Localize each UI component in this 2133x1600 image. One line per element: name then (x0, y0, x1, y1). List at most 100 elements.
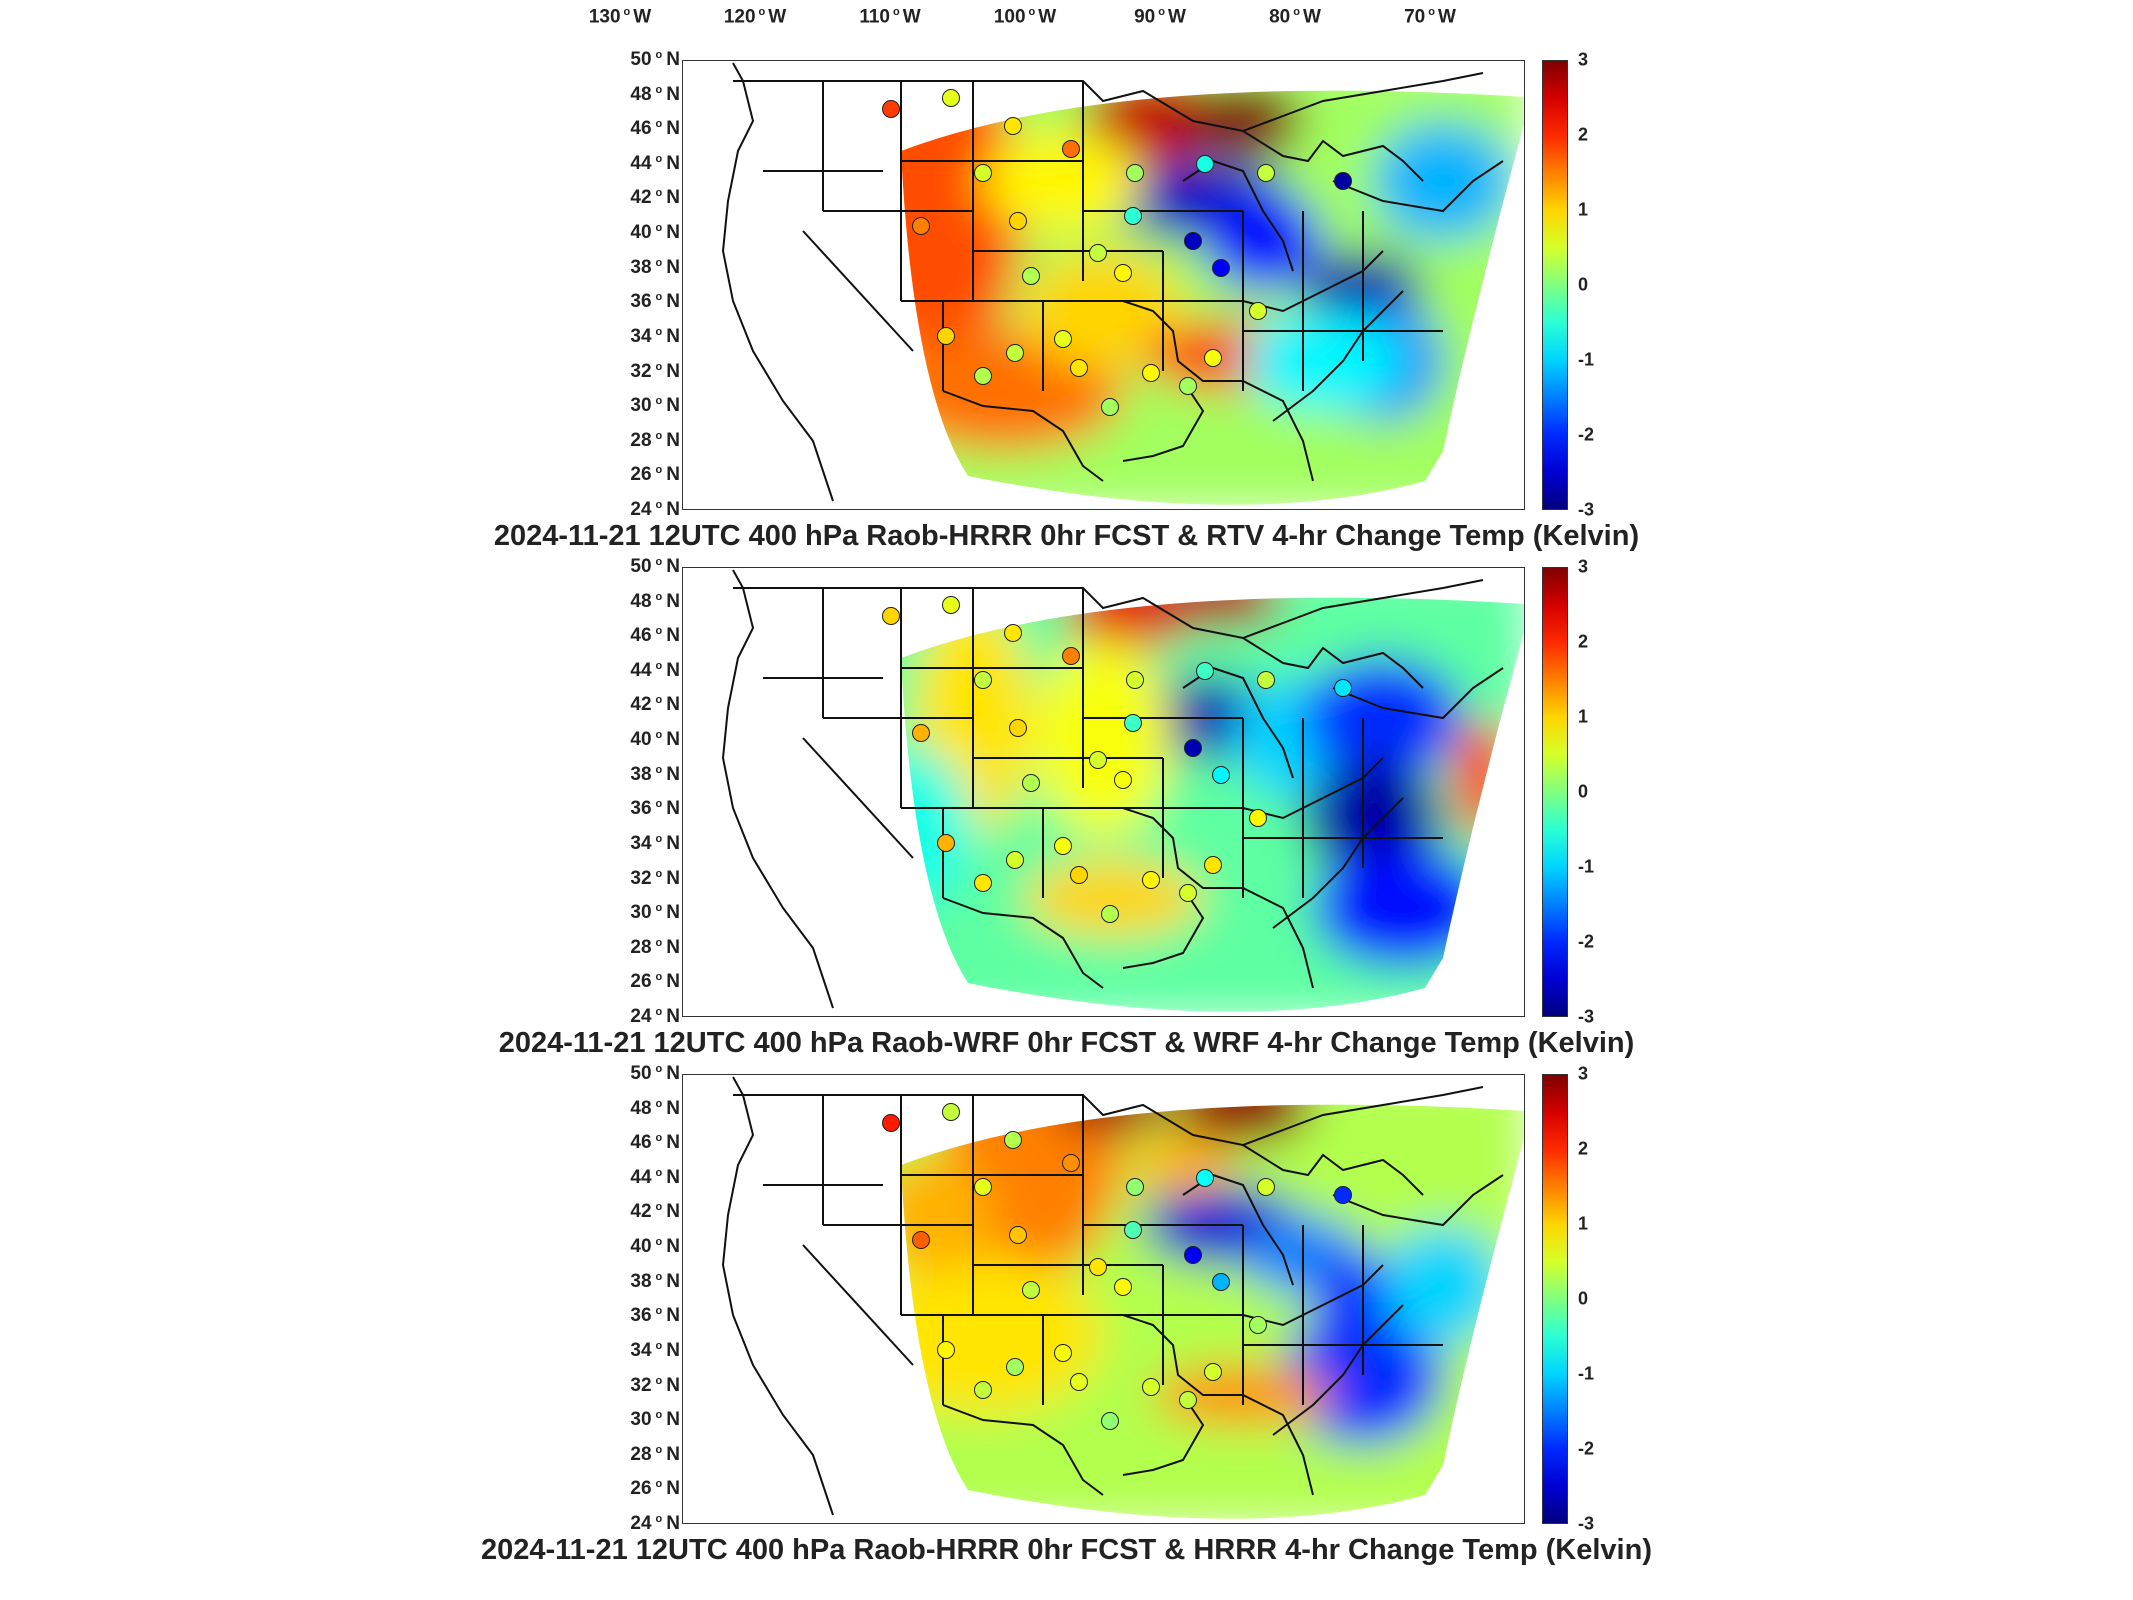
raob-station-marker[interactable] (1004, 624, 1022, 642)
raob-station-marker[interactable] (1062, 647, 1080, 665)
raob-station-marker[interactable] (1184, 232, 1202, 250)
colorbar-tick-label: -2 (1578, 931, 1595, 952)
border-line (1242, 1264, 1384, 1327)
raob-station-marker[interactable] (1212, 766, 1230, 784)
border-line (1122, 807, 1314, 989)
raob-station-marker[interactable] (1126, 164, 1144, 182)
raob-station-marker[interactable] (1101, 905, 1119, 923)
lat-tick-label: 24 o N (630, 1005, 680, 1028)
map-plot-area[interactable] (682, 1074, 1525, 1524)
raob-station-marker[interactable] (1022, 267, 1040, 285)
raob-station-marker[interactable] (1070, 1373, 1088, 1391)
raob-station-marker[interactable] (1054, 330, 1072, 348)
raob-station-marker[interactable] (1142, 871, 1160, 889)
border-line (1122, 887, 1205, 969)
raob-station-marker[interactable] (1184, 739, 1202, 757)
field-region (1203, 191, 1323, 291)
colorbar-tick-label: -1 (1578, 856, 1595, 877)
raob-station-marker[interactable] (1196, 1169, 1214, 1187)
raob-station-marker[interactable] (1334, 172, 1352, 190)
raob-station-marker[interactable] (974, 367, 992, 385)
raob-station-marker[interactable] (1022, 1281, 1040, 1299)
raob-station-marker[interactable] (1212, 1273, 1230, 1291)
raob-station-marker[interactable] (937, 1341, 955, 1359)
raob-station-marker[interactable] (1179, 884, 1197, 902)
raob-station-marker[interactable] (1006, 1358, 1024, 1376)
raob-station-marker[interactable] (1257, 671, 1275, 689)
raob-station-marker[interactable] (1089, 1258, 1107, 1276)
raob-station-marker[interactable] (1070, 866, 1088, 884)
raob-station-marker[interactable] (1249, 302, 1267, 320)
raob-station-marker[interactable] (1089, 244, 1107, 262)
border-line (1272, 1304, 1404, 1436)
lat-tick-label: 36 o N (630, 291, 680, 313)
raob-station-marker[interactable] (974, 1178, 992, 1196)
raob-station-marker[interactable] (974, 671, 992, 689)
raob-station-marker[interactable] (974, 874, 992, 892)
lat-tick-label: 24 o N (630, 498, 680, 521)
raob-station-marker[interactable] (882, 607, 900, 625)
raob-station-marker[interactable] (1196, 662, 1214, 680)
colorbar (1542, 567, 1568, 1017)
raob-station-marker[interactable] (974, 1381, 992, 1399)
border-line (942, 390, 1104, 482)
raob-station-marker[interactable] (1124, 714, 1142, 732)
raob-station-marker[interactable] (1249, 809, 1267, 827)
border-line (721, 62, 834, 502)
raob-station-marker[interactable] (1004, 117, 1022, 135)
raob-station-marker[interactable] (1249, 1316, 1267, 1334)
border-line (942, 897, 1104, 989)
raob-station-marker[interactable] (1062, 140, 1080, 158)
raob-station-marker[interactable] (1212, 259, 1230, 277)
raob-station-marker[interactable] (942, 89, 960, 107)
raob-station-marker[interactable] (1184, 1246, 1202, 1264)
raob-station-marker[interactable] (1114, 264, 1132, 282)
raob-station-marker[interactable] (1054, 1344, 1072, 1362)
raob-station-marker[interactable] (1022, 774, 1040, 792)
raob-station-marker[interactable] (1257, 1178, 1275, 1196)
raob-station-marker[interactable] (1334, 1186, 1352, 1204)
raob-station-marker[interactable] (1062, 1154, 1080, 1172)
raob-station-marker[interactable] (1204, 349, 1222, 367)
raob-station-marker[interactable] (937, 834, 955, 852)
raob-station-marker[interactable] (1006, 344, 1024, 362)
raob-station-marker[interactable] (1126, 671, 1144, 689)
raob-station-marker[interactable] (937, 327, 955, 345)
raob-station-marker[interactable] (1009, 1226, 1027, 1244)
lat-tick-label: 44 o N (630, 1166, 680, 1189)
raob-station-marker[interactable] (1257, 164, 1275, 182)
raob-station-marker[interactable] (1009, 212, 1027, 230)
raob-station-marker[interactable] (974, 164, 992, 182)
raob-station-marker[interactable] (882, 1114, 900, 1132)
raob-station-marker[interactable] (1124, 1221, 1142, 1239)
raob-station-marker[interactable] (1006, 851, 1024, 869)
raob-station-marker[interactable] (942, 1103, 960, 1121)
raob-station-marker[interactable] (1004, 1131, 1022, 1149)
raob-station-marker[interactable] (1114, 1278, 1132, 1296)
raob-station-marker[interactable] (1142, 364, 1160, 382)
raob-station-marker[interactable] (1114, 771, 1132, 789)
raob-station-marker[interactable] (1179, 377, 1197, 395)
map-plot-area[interactable] (682, 60, 1525, 510)
map-plot-area[interactable] (682, 567, 1525, 1017)
raob-station-marker[interactable] (942, 596, 960, 614)
raob-station-marker[interactable] (1196, 155, 1214, 173)
raob-station-marker[interactable] (1334, 679, 1352, 697)
raob-station-marker[interactable] (882, 100, 900, 118)
raob-station-marker[interactable] (1009, 719, 1027, 737)
field-region (1133, 1135, 1233, 1195)
raob-station-marker[interactable] (912, 1231, 930, 1249)
raob-station-marker[interactable] (1204, 856, 1222, 874)
raob-station-marker[interactable] (1124, 207, 1142, 225)
raob-station-marker[interactable] (1101, 1412, 1119, 1430)
raob-station-marker[interactable] (1179, 1391, 1197, 1409)
raob-station-marker[interactable] (1126, 1178, 1144, 1196)
raob-station-marker[interactable] (1142, 1378, 1160, 1396)
raob-station-marker[interactable] (1054, 837, 1072, 855)
raob-station-marker[interactable] (912, 217, 930, 235)
raob-station-marker[interactable] (1101, 398, 1119, 416)
raob-station-marker[interactable] (1070, 359, 1088, 377)
raob-station-marker[interactable] (1089, 751, 1107, 769)
raob-station-marker[interactable] (1204, 1363, 1222, 1381)
raob-station-marker[interactable] (912, 724, 930, 742)
